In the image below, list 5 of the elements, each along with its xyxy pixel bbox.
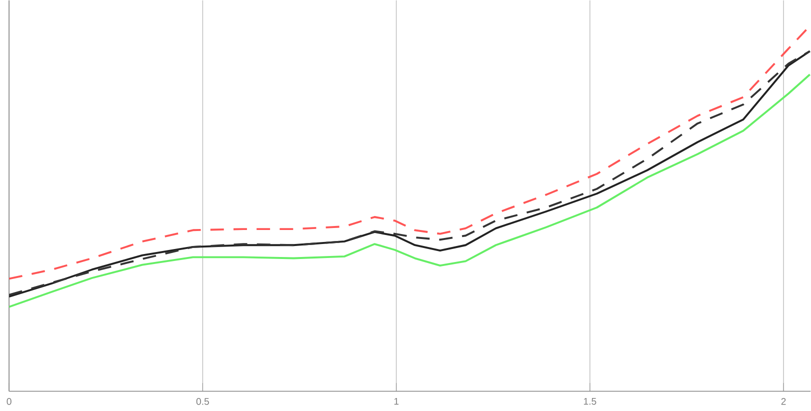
- x-tick-label: 1: [394, 398, 399, 405]
- x-tick-label: 1.5: [584, 398, 596, 405]
- x-tick-label: 2: [781, 398, 786, 405]
- x-tick-label: 0.5: [196, 398, 209, 405]
- x-tick-label: 0: [6, 398, 12, 405]
